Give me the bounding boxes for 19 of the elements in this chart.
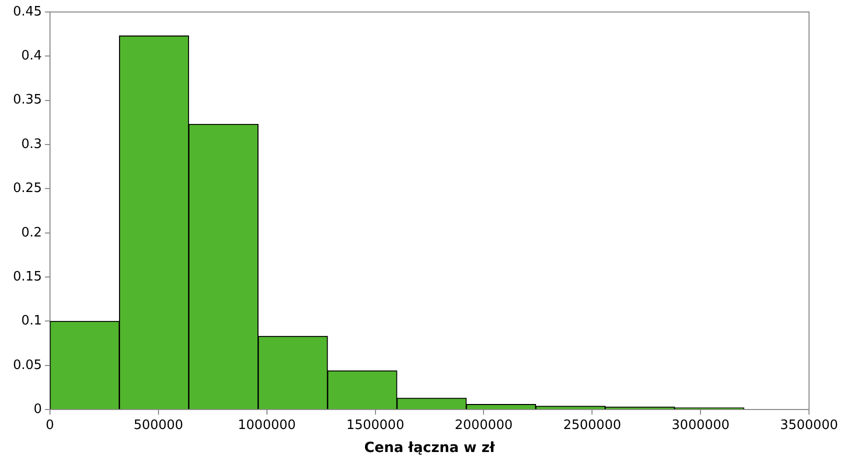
- y-tick-label: 0.3: [21, 136, 42, 152]
- y-tick-label: 0.25: [12, 181, 42, 196]
- x-tick-label: 2500000: [563, 418, 622, 433]
- x-tick-label: 500000: [134, 418, 184, 433]
- y-tick-label: 0.45: [12, 4, 42, 20]
- x-tick-label: 0: [46, 418, 54, 433]
- y-tick-label: 0.4: [21, 48, 42, 64]
- y-tick-label: 0.1: [21, 314, 42, 329]
- x-tick-label: 3500000: [780, 418, 838, 433]
- y-tick-label: 0.05: [12, 358, 42, 373]
- x-tick-label: 2000000: [454, 418, 513, 433]
- x-tick-label: 1500000: [346, 418, 404, 433]
- y-tick-label: 0.35: [12, 92, 42, 108]
- y-tick-label: 0: [34, 402, 42, 417]
- x-tick-label: 1000000: [238, 418, 296, 433]
- x-tick-label: 3000000: [672, 418, 730, 433]
- x-axis-title: Cena łączna w zł: [364, 440, 496, 456]
- y-tick-label: 0.2: [21, 225, 42, 240]
- y-tick-label: 0.15: [12, 269, 42, 284]
